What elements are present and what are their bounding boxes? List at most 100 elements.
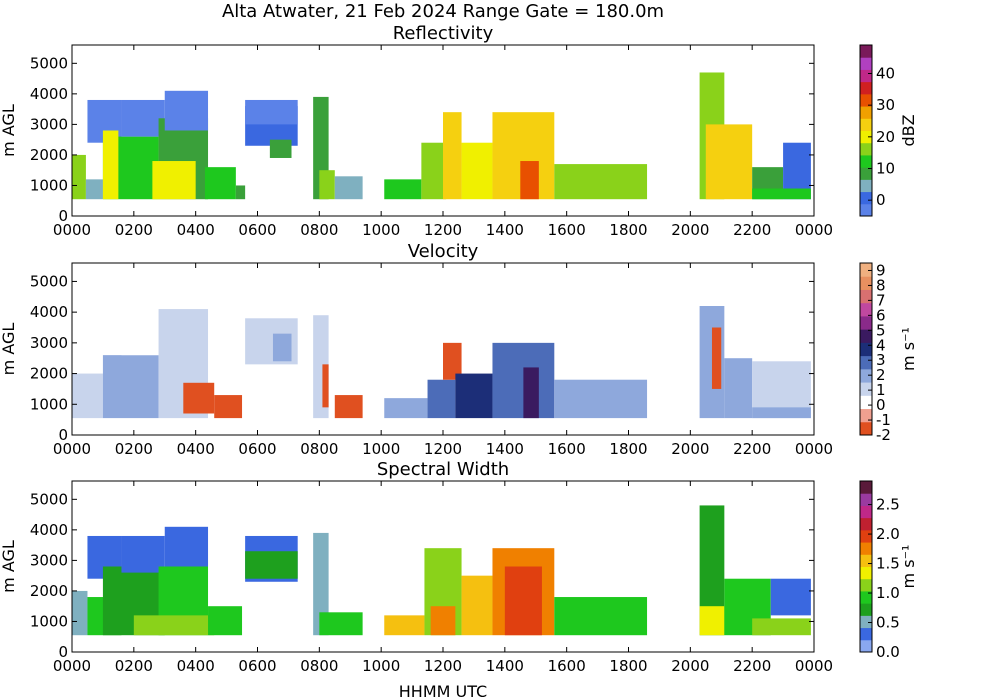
colorbar-swatch xyxy=(860,276,872,290)
data-cell xyxy=(121,535,165,573)
data-cell xyxy=(269,139,292,158)
data-cell xyxy=(554,379,648,419)
x-tick-label: 0000 xyxy=(53,221,91,239)
x-tick-label: 2000 xyxy=(671,221,709,239)
data-cell xyxy=(72,154,86,200)
data-cell xyxy=(272,333,292,362)
data-cell xyxy=(319,170,335,200)
x-tick-label: 0200 xyxy=(115,221,153,239)
colorbar-swatch xyxy=(860,481,872,494)
colorbar-tick-label: -2 xyxy=(876,426,891,444)
data-cell xyxy=(245,99,298,125)
colorbar-frame xyxy=(859,262,873,436)
colorbar-swatch xyxy=(860,603,872,616)
y-tick-label: 0 xyxy=(58,207,68,225)
y-tick-label: 3000 xyxy=(30,551,68,569)
colorbar-swatch xyxy=(860,505,872,519)
colorbar-swatch xyxy=(860,203,872,217)
colorbar-tick-label: 8 xyxy=(876,276,886,294)
colorbar-swatch xyxy=(860,408,872,423)
data-cell xyxy=(461,142,493,200)
data-cells xyxy=(72,306,811,419)
colorbar-swatch xyxy=(860,590,872,604)
data-cell xyxy=(183,382,215,414)
colorbar-tick-label: -1 xyxy=(876,411,891,429)
y-tick-label: 1000 xyxy=(30,395,68,413)
colorbar-swatch xyxy=(860,167,872,180)
data-cell xyxy=(164,90,209,131)
data-cell xyxy=(133,615,215,636)
colorbar-swatch xyxy=(860,191,872,205)
colorbar-tick-label: 10 xyxy=(876,160,895,178)
colorbar-swatch xyxy=(860,93,872,107)
colorbar-tick-label: 7 xyxy=(876,291,886,309)
data-cell xyxy=(770,578,811,616)
data-cell xyxy=(313,532,329,636)
colorbar-tick-label: 6 xyxy=(876,306,886,324)
colorbar-swatch xyxy=(860,542,872,555)
x-tick-label: 2200 xyxy=(733,221,771,239)
x-tick-label: 1200 xyxy=(424,221,462,239)
x-tick-label: 1000 xyxy=(362,440,400,458)
colorbar-label: m s⁻¹ xyxy=(899,327,918,371)
colorbar-swatch xyxy=(860,81,872,95)
x-tick-label: 1000 xyxy=(362,657,400,675)
data-cell xyxy=(334,395,363,419)
colorbar-swatch xyxy=(860,329,872,343)
colorbar-frame xyxy=(859,44,873,217)
x-tick-label: 0000 xyxy=(53,440,91,458)
y-tick-label: 4000 xyxy=(30,85,68,103)
colorbar-swatch xyxy=(860,315,872,330)
colorbar-swatch xyxy=(860,179,872,193)
colorbar-tick-label: 2.5 xyxy=(876,496,900,514)
data-cell xyxy=(164,526,209,567)
x-tick-label: 0800 xyxy=(300,221,338,239)
x-tick-label: 1400 xyxy=(486,440,524,458)
data-cell xyxy=(492,342,555,419)
x-tick-label: 1400 xyxy=(486,657,524,675)
colorbar-tick-label: 2.0 xyxy=(876,525,900,543)
y-axis-label: m AGL xyxy=(0,323,18,376)
x-tick-label: 0800 xyxy=(300,440,338,458)
x-axis-label: HHMM UTC xyxy=(399,682,487,700)
colorbar-swatch xyxy=(860,342,872,357)
x-tick-label: 1800 xyxy=(609,440,647,458)
data-cell xyxy=(245,551,298,579)
colorbar-swatch xyxy=(860,106,872,119)
data-cells xyxy=(72,72,811,200)
y-tick-label: 2000 xyxy=(30,582,68,600)
data-cell xyxy=(72,373,103,419)
y-tick-label: 4000 xyxy=(30,521,68,539)
colorbar-swatch xyxy=(860,142,872,156)
data-cell xyxy=(214,395,243,419)
colorbar-swatch xyxy=(860,355,872,370)
colorbar-swatch xyxy=(860,154,872,168)
colorbar-tick-label: 40 xyxy=(876,65,895,83)
data-cell xyxy=(554,164,648,200)
data-cell xyxy=(752,618,811,636)
colorbar-swatch xyxy=(860,493,872,506)
data-cell xyxy=(752,188,811,200)
x-tick-label: 2000 xyxy=(671,657,709,675)
colorbar-tick-label: 5 xyxy=(876,321,886,339)
data-cell xyxy=(554,597,648,636)
data-cell xyxy=(455,373,493,419)
data-cell xyxy=(384,398,428,419)
x-tick-label: 0200 xyxy=(115,657,153,675)
data-cell xyxy=(334,176,363,200)
colorbar-swatch xyxy=(860,382,872,396)
y-axis-label: m AGL xyxy=(0,540,18,593)
x-tick-label: 2200 xyxy=(733,440,771,458)
colorbar-swatch xyxy=(860,566,872,580)
colorbar-tick-label: 0.5 xyxy=(876,614,900,632)
x-tick-label: 0400 xyxy=(177,221,215,239)
colorbar-swatch xyxy=(860,45,872,58)
x-tick-label: 0400 xyxy=(177,440,215,458)
y-tick-label: 0 xyxy=(58,643,68,661)
y-tick-label: 5000 xyxy=(30,54,68,72)
panel-title: Spectral Width xyxy=(377,459,509,480)
colorbar-tick-label: 0 xyxy=(876,396,886,414)
data-cell xyxy=(322,364,329,408)
